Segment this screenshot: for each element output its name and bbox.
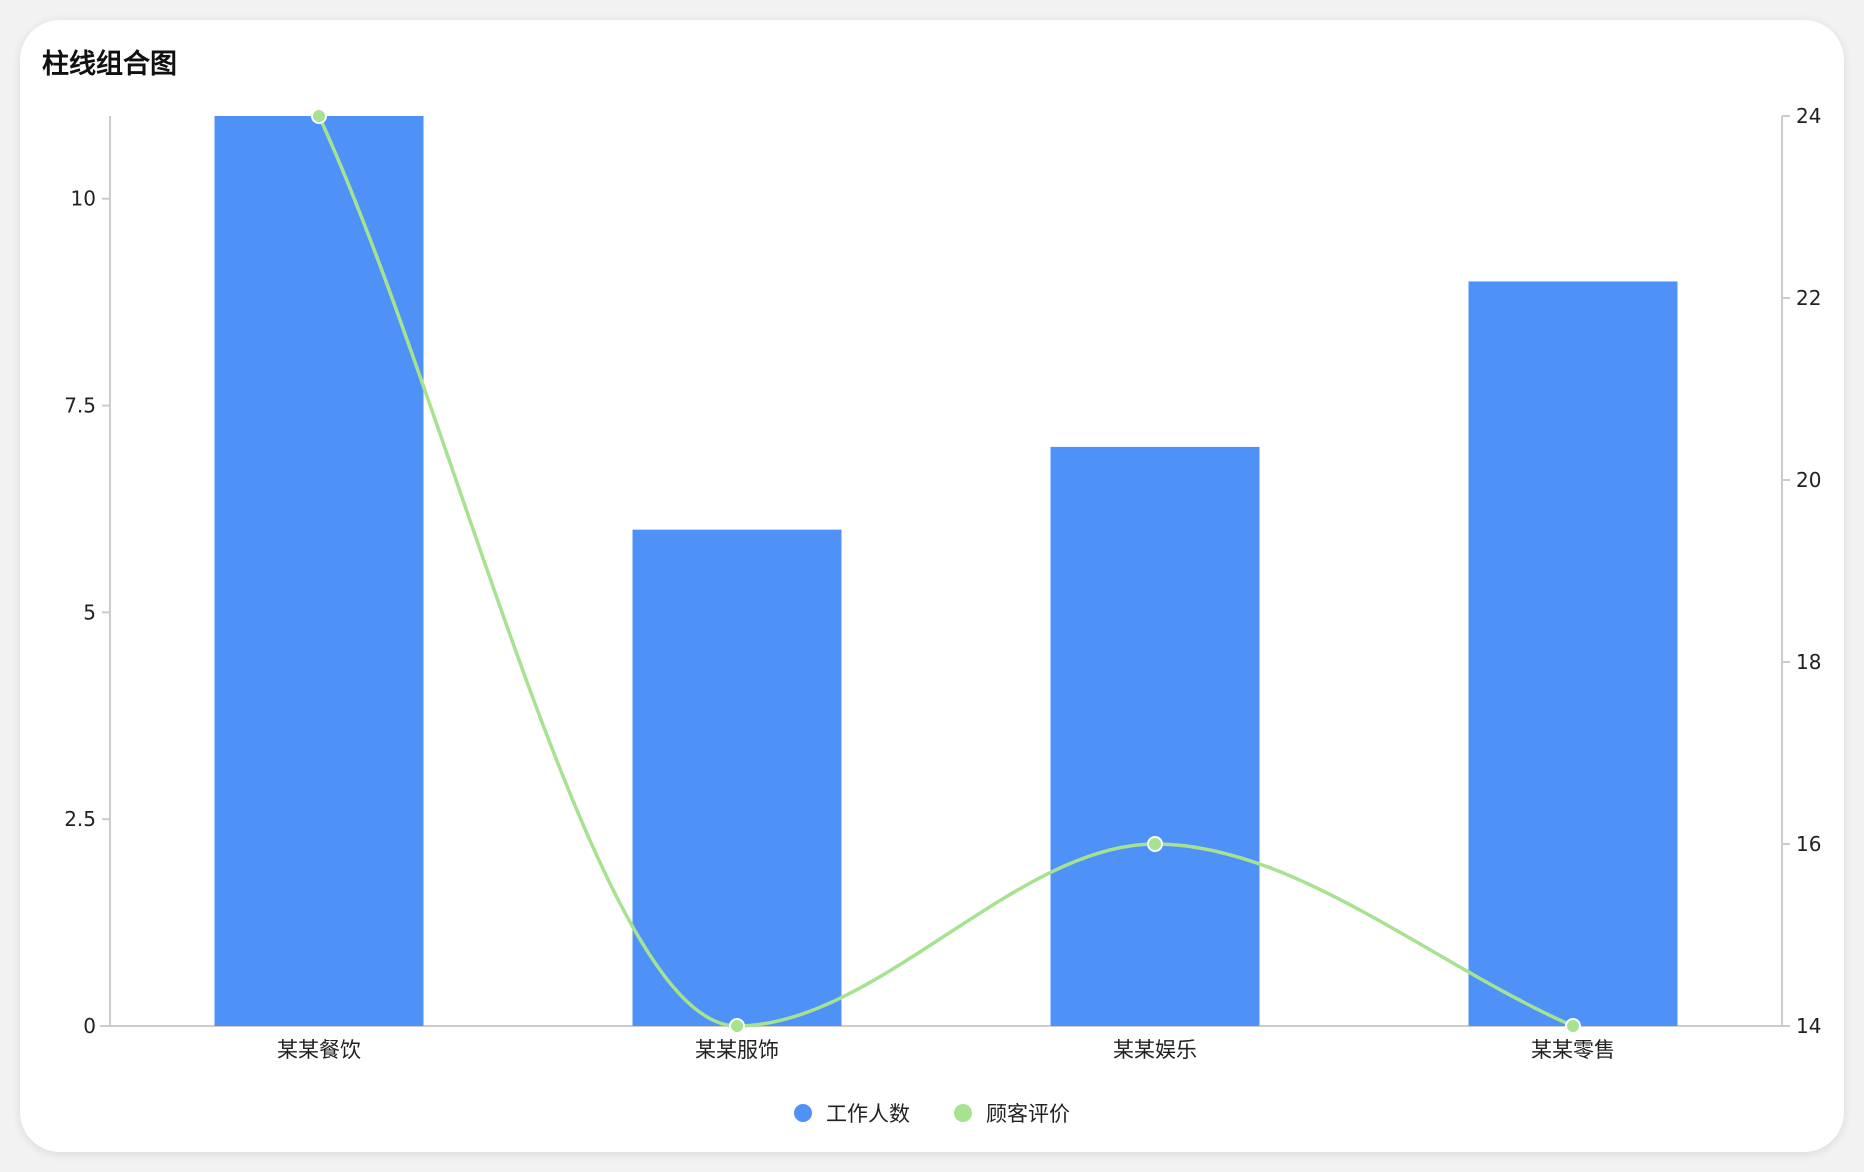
legend-label-line: 顾客评价 [986,1102,1070,1126]
legend-label-bar: 工作人数 [826,1102,910,1126]
right-tick-label: 18 [1796,650,1821,674]
legend-marker-bar [794,1104,812,1122]
x-axis-labels: 某某餐饮 某某服饰 某某娱乐 某某零售 [277,1038,1615,1062]
left-axis-ticks: 0 2.5 5 7.5 10 [64,187,110,1038]
right-axis: 14 16 18 20 22 24 [1781,104,1821,1038]
line-point[interactable] [729,1018,745,1034]
bar[interactable] [1468,281,1678,1026]
right-tick-label: 22 [1796,286,1821,310]
left-tick-label: 10 [71,187,96,211]
line-path [317,115,1574,1028]
legend: 工作人数 顾客评价 [20,1098,1844,1128]
bar[interactable] [214,116,424,1026]
right-tick-label: 20 [1796,468,1821,492]
combo-chart: 0 2.5 5 7.5 10 14 16 18 20 22 24 某某餐饮 某某服饰 某某娱乐 某某零售 [64,104,1821,1062]
left-tick-label: 5 [83,600,96,624]
right-axis-ticks: 14 16 18 20 22 24 [1782,104,1821,1038]
chart-card: 柱线组合图 0 2.5 5 7.5 10 14 16 18 20 22 24 某某餐饮 某某服饰 某某… [20,20,1844,1152]
x-category-label: 某某餐饮 [277,1038,361,1062]
chart-title: 柱线组合图 [42,49,177,80]
x-category-label: 某某娱乐 [1113,1038,1197,1062]
left-tick-label: 7.5 [64,394,96,418]
right-tick-label: 14 [1796,1014,1821,1038]
legend-item-line[interactable]: 顾客评价 [954,1098,1070,1128]
right-tick-label: 16 [1796,832,1821,856]
x-category-label: 某某服饰 [695,1038,779,1062]
left-tick-label: 0 [83,1014,96,1038]
bar[interactable] [1050,446,1260,1027]
bar-series [214,116,1678,1027]
left-tick-label: 2.5 [64,807,96,831]
legend-item-bar[interactable]: 工作人数 [794,1098,910,1128]
line-series [311,108,1581,1034]
line-point[interactable] [311,108,327,124]
legend-marker-line [954,1104,972,1122]
bar[interactable] [632,529,842,1026]
left-axis: 0 2.5 5 7.5 10 [64,116,111,1038]
right-tick-label: 24 [1796,104,1821,128]
line-point[interactable] [1565,1018,1581,1034]
line-point[interactable] [1147,836,1163,852]
x-category-label: 某某零售 [1531,1038,1615,1062]
